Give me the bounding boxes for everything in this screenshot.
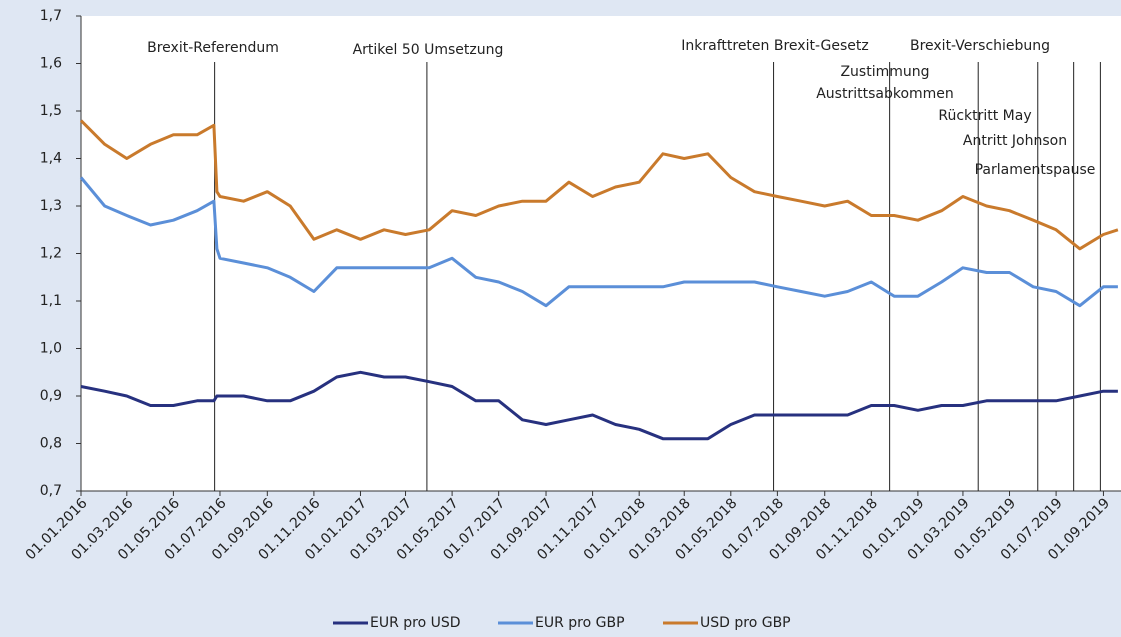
y-tick-label: 0,8	[40, 436, 62, 452]
plot-area	[81, 16, 1121, 491]
annotation: Zustimmung	[840, 64, 929, 80]
y-tick-label: 1,5	[40, 103, 62, 119]
annotation: Inkrafttreten Brexit-Gesetz	[681, 38, 868, 54]
legend-label: EUR pro GBP	[535, 615, 625, 631]
y-tick-label: 1,1	[40, 293, 62, 309]
annotation: Austrittsabkommen	[816, 86, 954, 102]
y-tick-label: 1,3	[40, 198, 62, 214]
y-tick-label: 0,7	[40, 483, 62, 499]
y-tick-label: 1,7	[40, 8, 62, 24]
y-tick-label: 1,6	[40, 56, 62, 72]
y-tick-label: 0,9	[40, 388, 62, 404]
series-line	[79, 176, 1118, 308]
annotation: Antritt Johnson	[963, 133, 1067, 149]
y-tick-label: 1,2	[40, 246, 62, 262]
annotation: Artikel 50 Umsetzung	[353, 42, 504, 58]
legend-label: USD pro GBP	[700, 615, 791, 631]
y-tick-label: 1,0	[40, 341, 62, 357]
annotation: Brexit-Verschiebung	[910, 38, 1050, 54]
annotation: Brexit-Referendum	[147, 40, 279, 56]
series-line	[79, 119, 1119, 251]
series-line	[80, 370, 1118, 441]
legend-label: EUR pro USD	[370, 615, 461, 631]
y-tick-label: 1,4	[40, 151, 62, 167]
annotation: Rücktritt May	[938, 108, 1031, 124]
annotation: Parlamentspause	[975, 162, 1096, 178]
